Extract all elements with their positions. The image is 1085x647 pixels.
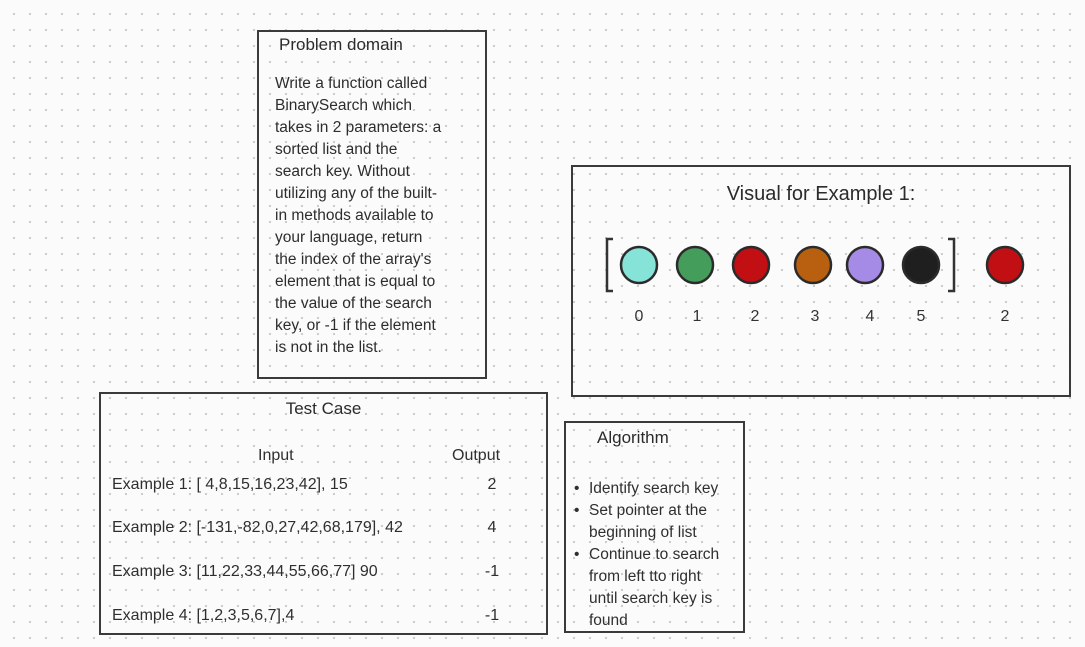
visual-example-box: Visual for Example 1: 0 1 2 3 4 5 2: [571, 165, 1071, 397]
test-case-input: Example 3: [11,22,33,44,55,66,77] 90: [112, 563, 378, 580]
test-case-output: -1: [484, 607, 500, 624]
problem-domain-line: in methods available to: [275, 207, 434, 224]
problem-domain-line: the value of the search: [275, 295, 432, 312]
algorithm-step: • Identify search key: [574, 478, 744, 500]
array-element-circle: [793, 245, 833, 285]
algorithm-step-line: Continue to search: [589, 546, 720, 563]
algorithm-step-line: beginning of list: [589, 524, 697, 541]
algorithm-step: • Continue to search from left tto right un…: [574, 544, 744, 632]
bullet-icon: •: [574, 502, 580, 519]
left-bracket: [605, 237, 613, 293]
array-index-label: 0: [635, 308, 644, 325]
algorithm-step-line: found: [589, 612, 628, 629]
test-case-row: Example 2: [-131,-82,0,27,42,68,179], 42…: [112, 519, 546, 541]
array-index-label: 2: [751, 308, 760, 325]
problem-domain-line: utilizing any of the built-: [275, 185, 437, 202]
problem-domain-line: element that is equal to: [275, 273, 436, 290]
array-element-circle: [845, 245, 885, 285]
problem-domain-line: the index of the array's: [275, 251, 432, 268]
array-index-label: 5: [917, 308, 926, 325]
array-visualization: 0 1 2 3 4 5 2: [605, 237, 1025, 325]
bullet-icon: •: [574, 546, 580, 563]
test-case-input: Example 2: [-131,-82,0,27,42,68,179], 42: [112, 519, 403, 536]
test-case-row: Example 3: [11,22,33,44,55,66,77] 90 -1: [112, 563, 546, 585]
right-bracket: [948, 237, 956, 293]
test-case-box: Test Case Input Output Example 1: [ 4,8,…: [99, 392, 548, 635]
visual-title: Visual for Example 1:: [726, 183, 916, 205]
array-element-circle: [619, 245, 659, 285]
bullet-icon: •: [574, 480, 580, 497]
test-case-input: Example 4: [1,2,3,5,6,7],4: [112, 607, 295, 624]
test-case-title: Test Case: [285, 399, 362, 418]
array-element-circle: [901, 245, 941, 285]
test-case-output: 4: [487, 519, 497, 536]
problem-domain-line: search key. Without: [275, 163, 410, 180]
result-label: 2: [1001, 308, 1010, 325]
array-index-label: 3: [811, 308, 820, 325]
problem-domain-line: key, or -1 if the element: [275, 317, 436, 334]
array-element-circle: [675, 245, 715, 285]
test-case-row: Example 4: [1,2,3,5,6,7],4 -1: [112, 607, 546, 629]
problem-domain-text: Write a function called BinarySearch whic…: [275, 73, 475, 359]
array-index-label: 4: [866, 308, 875, 325]
problem-domain-line: takes in 2 parameters: a: [275, 119, 442, 136]
test-case-input: Example 1: [ 4,8,15,16,23,42], 15: [112, 476, 348, 493]
algorithm-step-line: from left tto right: [589, 568, 701, 585]
algorithm-steps: • Identify search key • Set pointer at the b…: [574, 478, 744, 632]
algorithm-box: Algorithm • Identify search key • Set point…: [564, 421, 745, 633]
algorithm-step: • Set pointer at the beginning of list: [574, 500, 744, 544]
output-column-header: Output: [452, 447, 501, 464]
problem-domain-line: BinarySearch which: [275, 97, 412, 114]
problem-domain-title: Problem domain: [279, 35, 403, 54]
algorithm-step-line: Identify search key: [589, 480, 719, 497]
test-case-output: 2: [487, 476, 497, 493]
array-element-circle: [731, 245, 771, 285]
problem-domain-line: sorted list and the: [275, 141, 398, 158]
problem-domain-line: your language, return: [275, 229, 423, 246]
problem-domain-line: is not in the list.: [275, 339, 382, 356]
array-index-label: 1: [693, 308, 702, 325]
test-case-row: Example 1: [ 4,8,15,16,23,42], 15 2: [112, 476, 546, 498]
algorithm-title: Algorithm: [597, 428, 669, 447]
algorithm-step-line: until search key is: [589, 590, 713, 607]
input-column-header: Input: [258, 447, 294, 464]
result-circle: [985, 245, 1025, 285]
test-case-output: -1: [484, 563, 500, 580]
problem-domain-box: Problem domain Write a function called Bi…: [257, 30, 487, 379]
problem-domain-line: Write a function called: [275, 75, 428, 92]
algorithm-step-line: Set pointer at the: [589, 502, 708, 519]
